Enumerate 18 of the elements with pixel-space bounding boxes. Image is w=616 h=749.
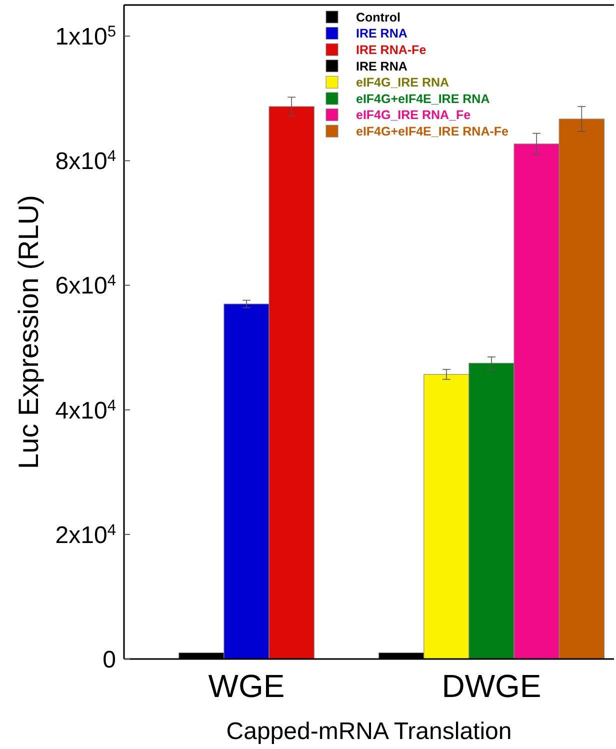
x-tick-label: WGE [208,668,285,704]
y-tick-label: 4x10$^{4}$ [55,396,116,424]
legend-label: Control [356,10,400,24]
legend-label: eIF4G_IRE RNA_Fe [356,108,471,122]
y-axis-title: Luc Expression (RLU) [13,195,44,469]
legend-label: eIF4G+eIF4E_IRE RNA [356,92,490,106]
legend-label: IRE RNA [356,59,408,74]
legend-label: eIF4G_IRE RNA [356,76,450,90]
x-tick-label: DWGE [442,668,542,704]
y-tick-label: 6x10$^{4}$ [55,272,116,300]
y-tick-label: 1x10$^{5}$ [55,23,116,51]
y-tick-label: 0 [102,646,116,674]
legend-label: IRE RNA [356,26,408,41]
legend-label: eIF4G+eIF4E_IRE RNA-Fe [356,124,509,138]
x-axis-title: Capped-mRNA Translation [226,718,512,745]
y-tick-label: 8x10$^{4}$ [55,148,116,176]
y-tick-label: 2x10$^{4}$ [55,521,116,549]
legend-label: IRE RNA-Fe [356,42,426,57]
